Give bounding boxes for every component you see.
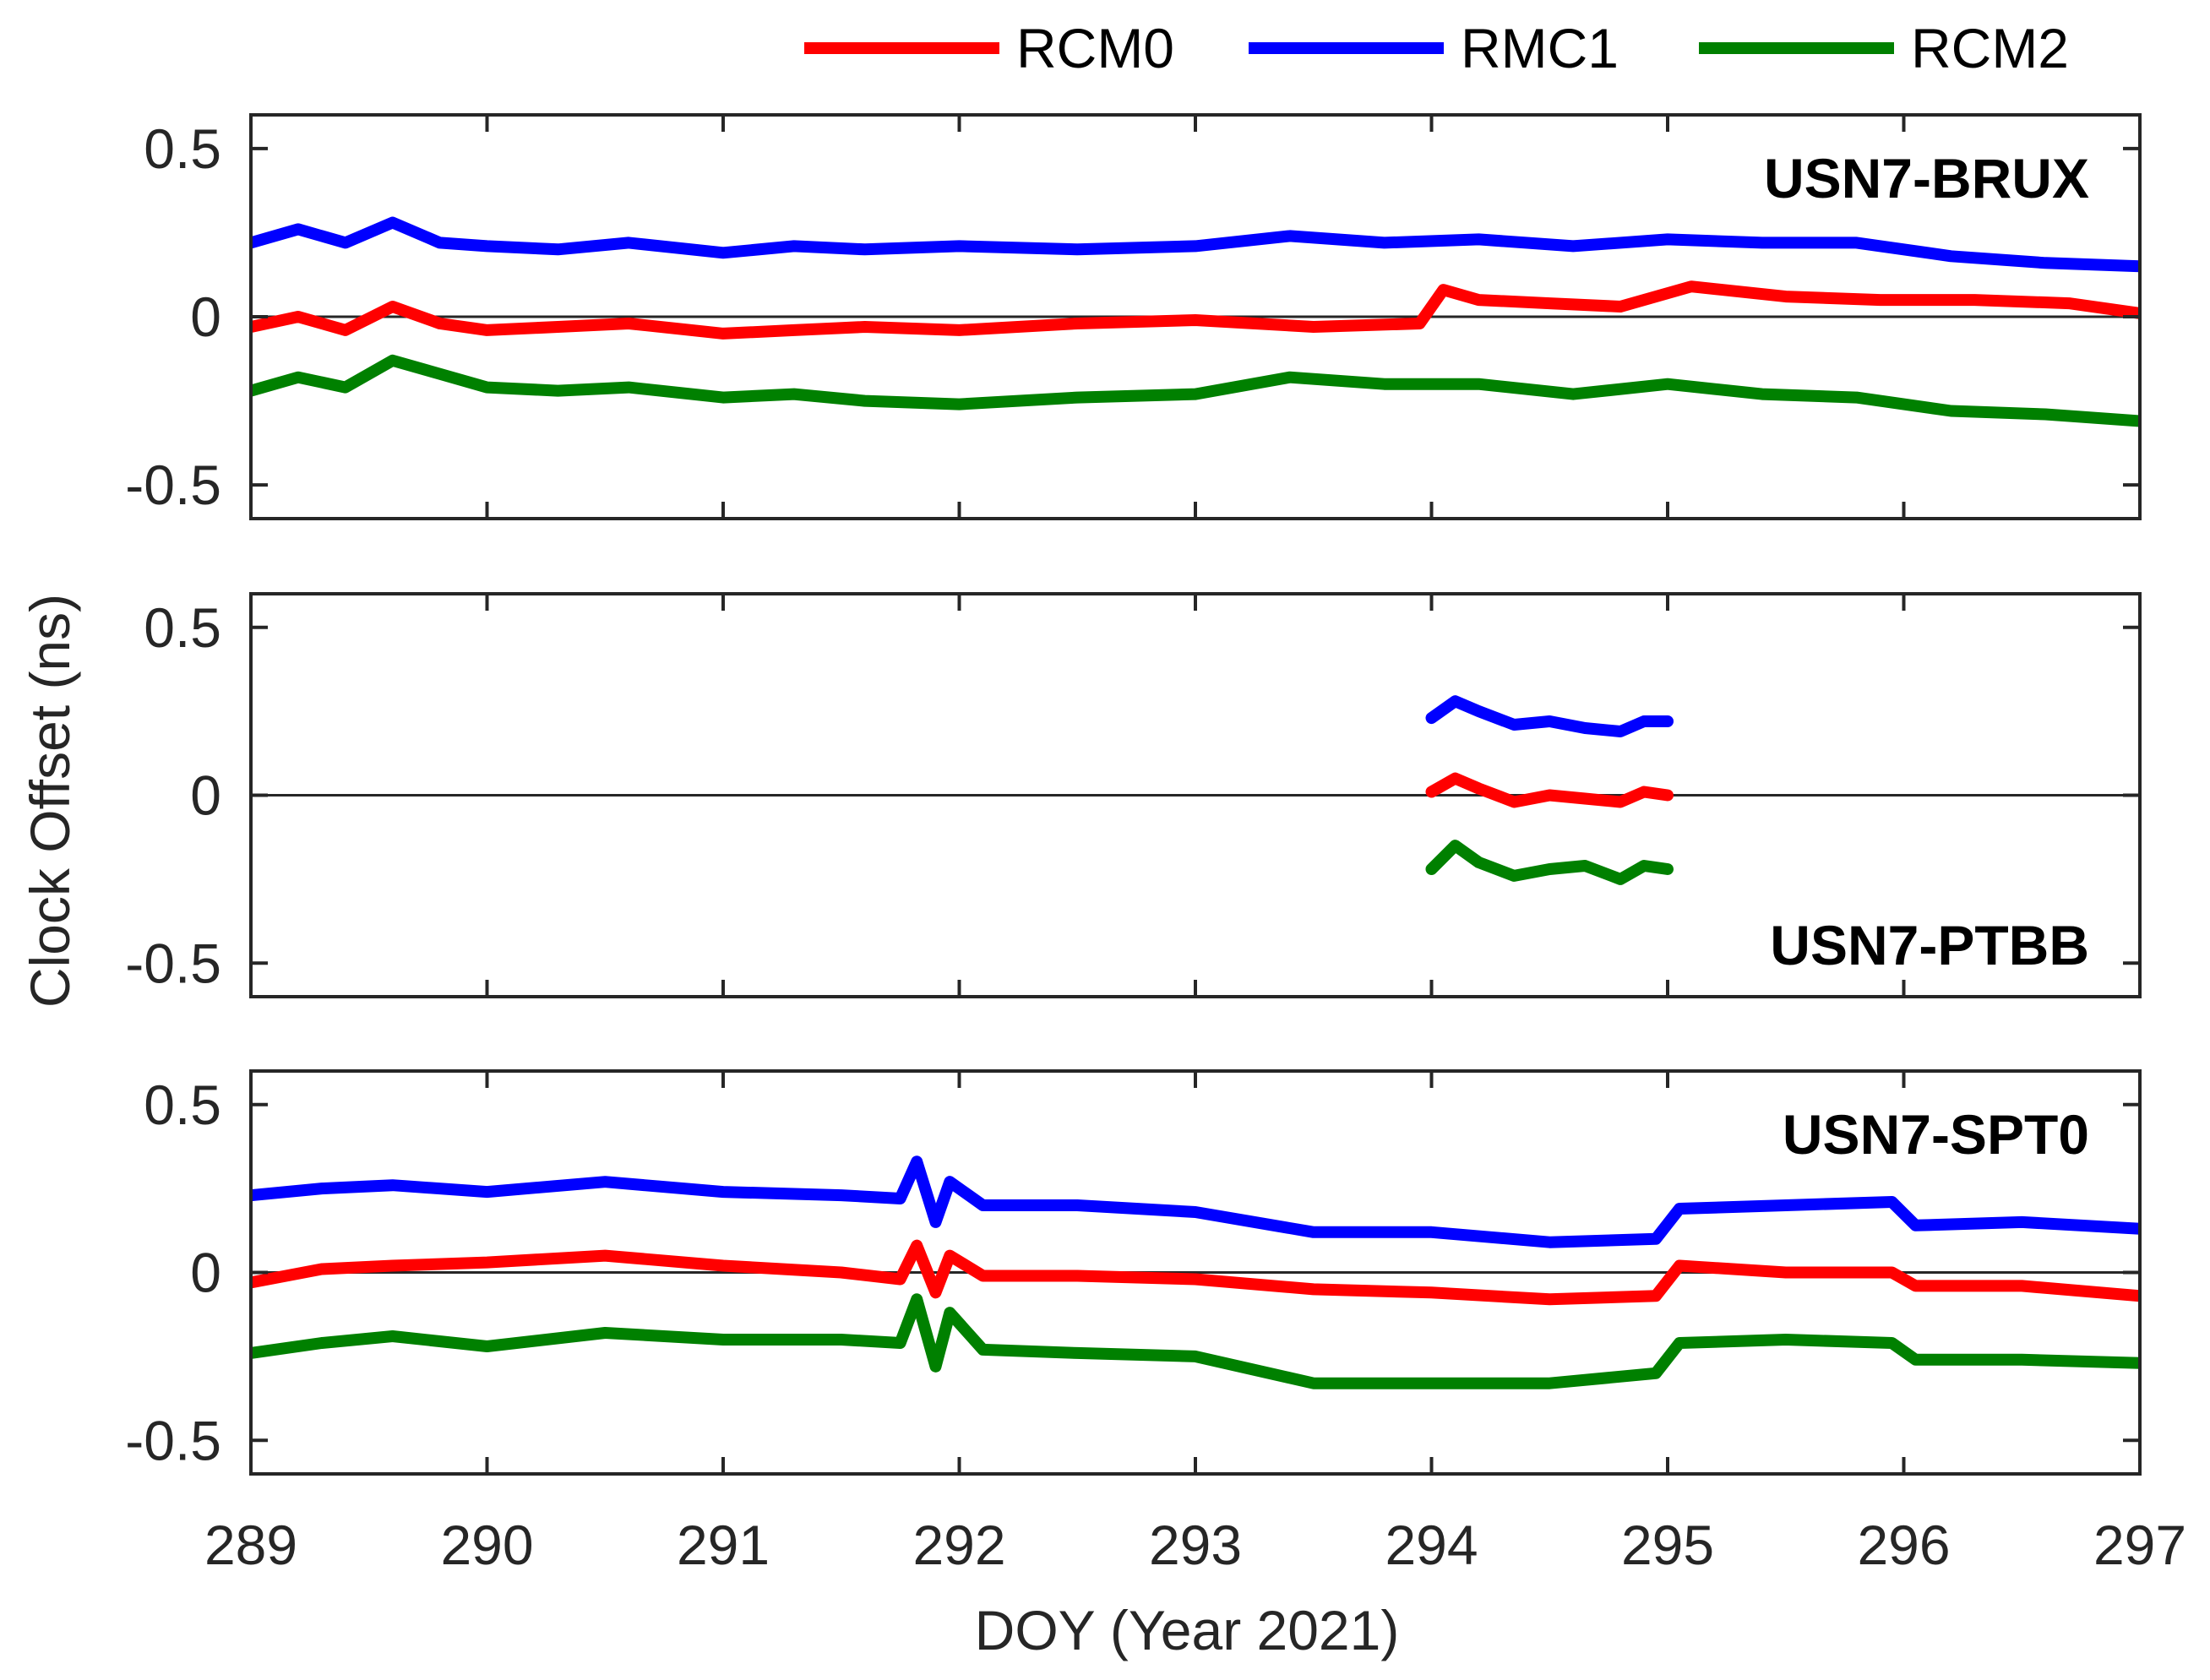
series-rcm2 [1425, 840, 1674, 885]
panel-series [1425, 695, 1674, 885]
y-tick-label: 0.5 [144, 596, 221, 659]
panel-label: USN7-PTBB [1770, 914, 2089, 976]
legend-label-rcm0: RCM0 [1016, 17, 1174, 79]
panel-usn7-brux: 0.5 0 -0.5 USN7-BRUX [125, 113, 2142, 520]
y-tick-label: -0.5 [125, 1409, 221, 1471]
x-tick-label: 294 [1385, 1514, 1478, 1576]
series-rmc1 [1425, 695, 1674, 737]
x-tick-label: 297 [2093, 1514, 2186, 1576]
series-rcm0 [1425, 772, 1674, 808]
x-tick-labels: 289 290 291 292 293 294 295 296 297 [204, 1514, 2186, 1576]
x-tick-label: 289 [204, 1514, 297, 1576]
legend-label-rcm2: RCM2 [1911, 17, 2069, 79]
series-rcm0 [251, 1239, 2140, 1306]
y-tick-label: 0 [190, 764, 221, 827]
y-tick-label: 0 [190, 1242, 221, 1304]
panel-usn7-spt0: 0.5 0 -0.5 USN7-SPT0 [125, 1069, 2142, 1476]
y-tick-label: 0.5 [144, 117, 221, 180]
panel-label: USN7-BRUX [1764, 147, 2089, 209]
x-tick-label: 296 [1857, 1514, 1950, 1576]
series-rcm2 [251, 354, 2140, 427]
y-tick-label: -0.5 [125, 454, 221, 516]
legend: RCM0 RMC1 RCM2 [804, 17, 2069, 79]
series-rmc1 [251, 1155, 2140, 1248]
x-tick-label: 290 [440, 1514, 533, 1576]
series-rcm2 [251, 1293, 2140, 1389]
panel-usn7-ptbb: 0.5 0 -0.5 USN7-PTBB [125, 592, 2142, 998]
x-axis-title: DOY (Year 2021) [975, 1599, 1400, 1661]
y-axis-title: Clock Offset (ns) [19, 594, 81, 1008]
y-tick-label: -0.5 [125, 932, 221, 994]
x-tick-label: 293 [1149, 1514, 1242, 1576]
y-tick-label: 0 [190, 285, 221, 348]
x-tick-label: 291 [677, 1514, 770, 1576]
series-rmc1 [251, 216, 2140, 273]
panel-series [251, 216, 2140, 427]
legend-label-rmc1: RMC1 [1461, 17, 1619, 79]
series-rcm0 [251, 280, 2140, 340]
y-tick-label: 0.5 [144, 1074, 221, 1136]
x-tick-label: 295 [1621, 1514, 1714, 1576]
panel-label: USN7-SPT0 [1783, 1103, 2089, 1166]
x-tick-label: 292 [912, 1514, 1005, 1576]
panel-series [251, 1155, 2140, 1389]
